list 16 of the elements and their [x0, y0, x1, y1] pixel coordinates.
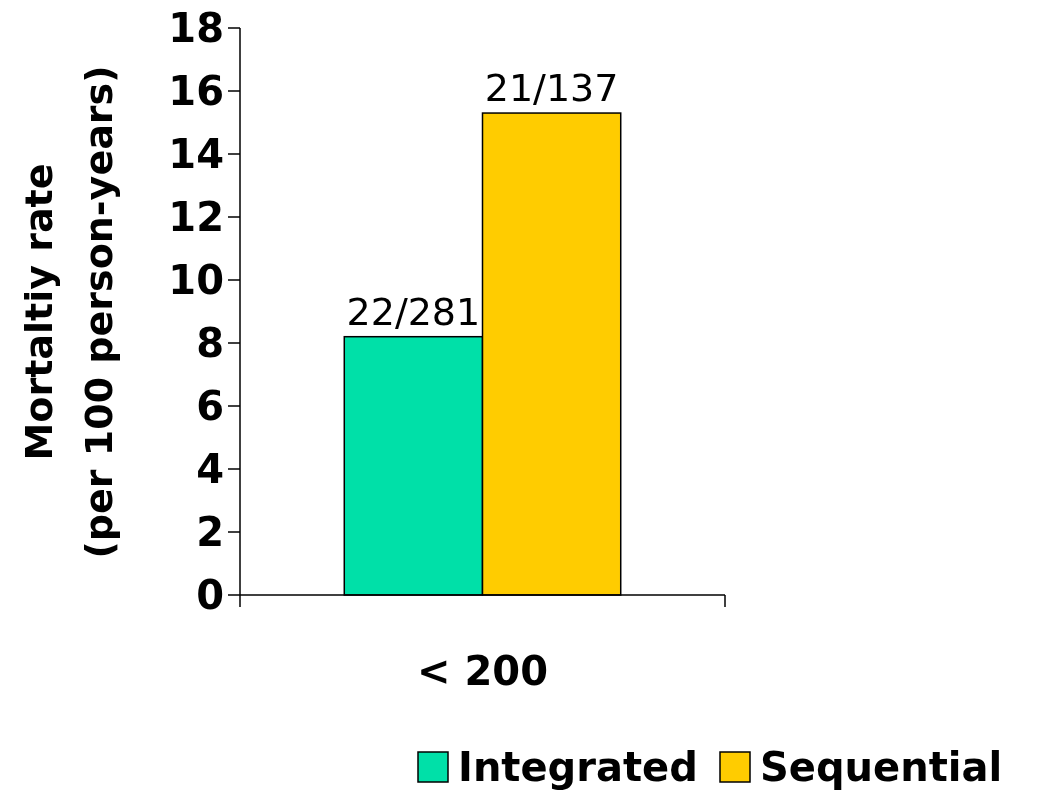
y-tick-label: 4	[196, 446, 224, 493]
data-label: 21/137	[484, 66, 619, 111]
y-tick-label: 16	[168, 68, 224, 115]
x-tick-label: < 200	[417, 648, 548, 694]
y-tick-label: 0	[196, 572, 224, 619]
y-tick-label: 6	[196, 383, 224, 430]
y-tick-label: 14	[168, 131, 224, 178]
y-tick-label: 12	[168, 194, 224, 241]
y-tick-label: 2	[196, 509, 224, 556]
legend-label: Sequential	[760, 744, 1003, 790]
y-tick-label: 8	[196, 320, 224, 367]
data-label: 22/281	[346, 289, 481, 334]
legend-label: Integrated	[458, 744, 698, 790]
y-axis-title: Mortaltiy rate (per 100 person-years)	[17, 65, 121, 559]
y-tick-label: 10	[168, 257, 224, 304]
y-tick-label: 18	[168, 5, 224, 52]
